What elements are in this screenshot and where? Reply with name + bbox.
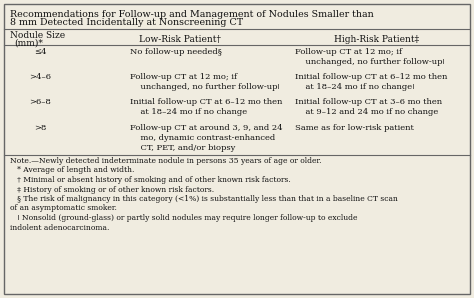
Text: >4–6: >4–6: [29, 73, 51, 81]
Text: Initial follow-up CT at 6–12 mo then
    at 18–24 mo if no changeǀ: Initial follow-up CT at 6–12 mo then at …: [295, 73, 447, 91]
Text: Low-Risk Patient†: Low-Risk Patient†: [139, 35, 221, 44]
Text: Initial follow-up CT at 6–12 mo then
    at 18–24 mo if no change: Initial follow-up CT at 6–12 mo then at …: [130, 98, 283, 116]
Text: >6–8: >6–8: [29, 98, 51, 106]
Text: Follow-up CT at 12 mo; if
    unchanged, no further follow-upǀ: Follow-up CT at 12 mo; if unchanged, no …: [295, 48, 445, 66]
Text: ≤4: ≤4: [34, 48, 46, 56]
Text: Same as for low-risk patient: Same as for low-risk patient: [295, 124, 414, 132]
Text: † Minimal or absent history of smoking and of other known risk factors.: † Minimal or absent history of smoking a…: [10, 176, 291, 184]
Text: High-Risk Patient‡: High-Risk Patient‡: [335, 35, 419, 44]
Text: Initial follow-up CT at 3–6 mo then
    at 9–12 and 24 mo if no change: Initial follow-up CT at 3–6 mo then at 9…: [295, 98, 442, 116]
Text: Note.—Newly detected indeterminate nodule in persons 35 years of age or older.: Note.—Newly detected indeterminate nodul…: [10, 157, 321, 165]
Text: Nodule Size: Nodule Size: [10, 31, 65, 40]
Text: ‡ History of smoking or of other known risk factors.: ‡ History of smoking or of other known r…: [10, 185, 214, 193]
Text: 8 mm Detected Incidentally at Nonscreening CT: 8 mm Detected Incidentally at Nonscreeni…: [10, 18, 243, 27]
Text: indolent adenocarcinoma.: indolent adenocarcinoma.: [10, 224, 109, 232]
Text: No follow-up needed§: No follow-up needed§: [130, 48, 222, 56]
Text: ǀ Nonsolid (ground-glass) or partly solid nodules may require longer follow-up t: ǀ Nonsolid (ground-glass) or partly soli…: [10, 214, 357, 222]
Text: Recommendations for Follow-up and Management of Nodules Smaller than: Recommendations for Follow-up and Manage…: [10, 10, 374, 19]
Text: § The risk of malignancy in this category (<1%) is substantially less than that : § The risk of malignancy in this categor…: [10, 195, 398, 203]
Text: of an asymptomatic smoker.: of an asymptomatic smoker.: [10, 204, 117, 212]
Text: Follow-up CT at around 3, 9, and 24
    mo, dynamic contrast-enhanced
    CT, PE: Follow-up CT at around 3, 9, and 24 mo, …: [130, 124, 283, 152]
Text: Follow-up CT at 12 mo; if
    unchanged, no further follow-upǀ: Follow-up CT at 12 mo; if unchanged, no …: [130, 73, 280, 91]
Text: (mm)*: (mm)*: [14, 39, 43, 48]
Text: * Average of length and width.: * Average of length and width.: [10, 167, 134, 175]
Text: >8: >8: [34, 124, 46, 132]
